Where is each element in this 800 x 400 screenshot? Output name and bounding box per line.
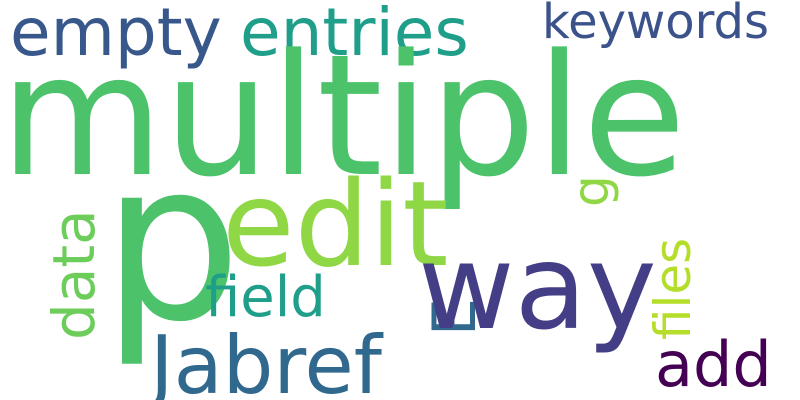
word-entries: entries [240, 0, 469, 71]
word-g: g [562, 175, 620, 207]
word-multiple: multiple [0, 18, 687, 214]
word-empty: empty [10, 0, 222, 71]
word-jabref: Jabref [150, 319, 382, 400]
word-keywords: keywords [542, 0, 770, 50]
word-p: p [102, 114, 242, 370]
word-data: data [40, 209, 108, 340]
word-add: add [655, 328, 772, 400]
word-field: field [205, 265, 326, 330]
word-way: way [418, 218, 657, 356]
word-edit: edit [222, 155, 449, 293]
